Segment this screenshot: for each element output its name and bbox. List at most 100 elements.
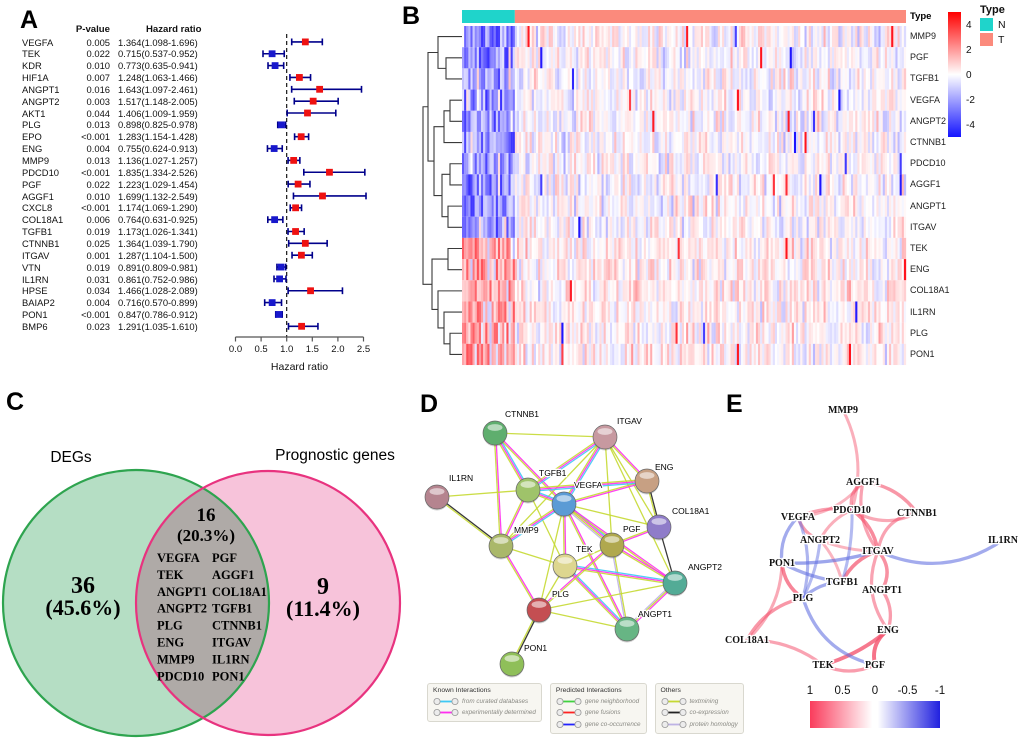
corr-node-label: TEK (812, 660, 833, 671)
ppi-node-plg: PLG (526, 588, 570, 624)
p-value: 0.001 (86, 249, 110, 261)
hr-ci: 0.773(0.635-0.941) (118, 60, 198, 72)
gene-name: HPSE (22, 285, 48, 297)
corr-node-label: ITGAV (862, 546, 894, 557)
gene-name: HIF1A (22, 72, 49, 84)
forest-row: TGFB1 0.019 1.173(1.026-1.341) (22, 226, 198, 238)
p-value: <0.001 (81, 166, 110, 178)
ppi-node-tek: TEK (552, 543, 594, 580)
forest-row: AGGF1 0.010 1.699(1.132-2.549) (22, 190, 198, 202)
type-legend-item-t: T (980, 33, 1006, 46)
p-value: 0.003 (86, 95, 110, 107)
venn-gene: VEGFA (157, 551, 200, 565)
forest-pvalue-header: P-value (75, 24, 110, 35)
gene-name: PON1 (22, 309, 48, 321)
ppi-legend-item-label: co-expression (689, 709, 729, 716)
corr-node-label: ANGPT2 (800, 535, 840, 546)
forest-row: PON1 <0.001 0.847(0.786-0.912) (22, 309, 198, 321)
type-t-label: T (998, 33, 1005, 46)
corr-node-label: MMP9 (828, 405, 858, 416)
gene-name: EPO (22, 131, 42, 143)
ppi-legend-item-label: gene co-occurrence (584, 720, 641, 728)
type-legend-item-n: N (980, 18, 1006, 31)
ppi-node-label: COL18A1 (672, 506, 710, 516)
corr-node-label: COL18A1 (725, 635, 769, 646)
ppi-node-tgfb1: TGFB1 (515, 467, 568, 504)
forest-row: ANGPT2 0.003 1.517(1.148-2.005) (22, 95, 198, 107)
forest-plot: 0.0 0.5 1.0 1.5 2.0 2.5 Hazard ratio (229, 34, 370, 373)
hr-ci: 0.891(0.809-0.981) (118, 261, 198, 273)
p-value: 0.023 (86, 320, 110, 332)
venn-gene: COL18A1 (212, 585, 267, 599)
ppi-legend-item: gene neighborhood (556, 697, 641, 706)
ppi-legend-item: co-expression (661, 708, 738, 717)
heatmap-row-label: AGGF1 (910, 179, 941, 190)
ppi-node-angpt1: ANGPT1 (614, 608, 673, 643)
p-value: 0.004 (86, 297, 110, 309)
corr-node-label: IL1RN (988, 535, 1019, 546)
p-value: 0.019 (86, 226, 110, 238)
corr-colorbar-tick: 0.5 (835, 685, 851, 697)
ppi-legend-group-title: Others (660, 687, 681, 694)
p-value: 0.022 (86, 48, 110, 60)
gene-name: COL18A1 (22, 214, 64, 226)
ppi-legend-group-title: Predicted Interactions (555, 687, 622, 694)
ppi-legend-item-label: textmining (689, 697, 719, 705)
gene-name: IL1RN (22, 273, 49, 285)
venn-gene: PDCD10 (157, 669, 204, 683)
forest-row: AKT1 0.044 1.406(1.009-1.959) (22, 107, 198, 119)
corr-node-label: PON1 (769, 558, 795, 569)
edge-type-icon (556, 697, 582, 705)
venn-gene: TGFB1 (212, 602, 252, 616)
venn-right-outline (134, 469, 402, 737)
corr-node-label: TGFB1 (826, 577, 858, 588)
venn-diagram: DEGs Prognostic genes 36 (45.6%) 16 (20.… (1, 447, 402, 738)
heatmap-colorbar: 4 2 0 -2 -4 (948, 12, 975, 137)
ppi-legend-item-label: protein homology (689, 720, 738, 728)
forest-row: PDCD10 <0.001 1.835(1.334-2.526) (22, 166, 198, 178)
venn-overlap-pct: (20.3%) (177, 526, 235, 545)
ppi-node-label: VEGFA (574, 480, 603, 490)
ppi-node-pon1: PON1 (499, 642, 549, 678)
heatmap-row-label: ANGPT2 (910, 115, 947, 126)
forest-row: BMP6 0.023 1.291(1.035-1.610) (22, 320, 198, 332)
hr-ci: 0.764(0.631-0.925) (118, 214, 198, 226)
gene-name: PGF (22, 178, 42, 190)
p-value: <0.001 (81, 309, 110, 321)
panel-d-label: D (420, 390, 439, 418)
heatmap-row-label: CTNNB1 (910, 137, 947, 148)
ppi-network: CTNNB1 ITGAV ENG IL1RN TGFB1 VEGFA COL18A1 MMP9… (424, 408, 723, 678)
venn-gene: ANGPT1 (157, 585, 207, 599)
venn-gene: IL1RN (212, 652, 250, 666)
ppi-legend-item: gene co-occurrence (556, 720, 641, 729)
gene-name: AGGF1 (22, 190, 54, 202)
hr-ci: 1.699(1.132-2.549) (118, 190, 198, 202)
heatmap-row-label: PON1 (910, 348, 935, 359)
forest-row: PGF 0.022 1.223(1.029-1.454) (22, 178, 198, 190)
corr-node-label: ENG (877, 625, 899, 636)
hr-ci: 1.643(1.097-2.461) (118, 83, 198, 95)
ppi-node-mmp9: MMP9 (488, 524, 540, 560)
forest-x-tick: 1.0 (280, 344, 293, 355)
p-value: 0.044 (86, 107, 110, 119)
p-value: 0.031 (86, 273, 110, 285)
heatmap-colorbar-tick: -2 (966, 95, 975, 106)
corr-node-label: CTNNB1 (897, 508, 937, 519)
corr-node-label: AGGF1 (846, 477, 880, 488)
ppi-node-col18a1: COL18A1 (646, 505, 711, 541)
ppi-node-label: ANGPT1 (638, 609, 672, 619)
gene-name: VTN (22, 261, 41, 273)
forest-x-tick: 2.0 (331, 344, 344, 355)
forest-row: COL18A1 0.006 0.764(0.631-0.925) (22, 214, 198, 226)
heatmap-colorbar-tick: 4 (966, 20, 972, 31)
edge-type-icon (661, 697, 687, 705)
venn-overlap-count: 16 (197, 505, 216, 526)
hr-ci: 1.364(1.039-1.790) (118, 237, 198, 249)
venn-left-outline (1, 468, 271, 738)
p-value: 0.010 (86, 60, 110, 72)
hr-ci: 1.291(1.035-1.610) (118, 320, 198, 332)
heatmap-row-label: IL1RN (910, 306, 936, 317)
hr-ci: 1.174(1.069-1.290) (118, 202, 198, 214)
hr-ci: 1.364(1.098-1.696) (118, 36, 198, 48)
